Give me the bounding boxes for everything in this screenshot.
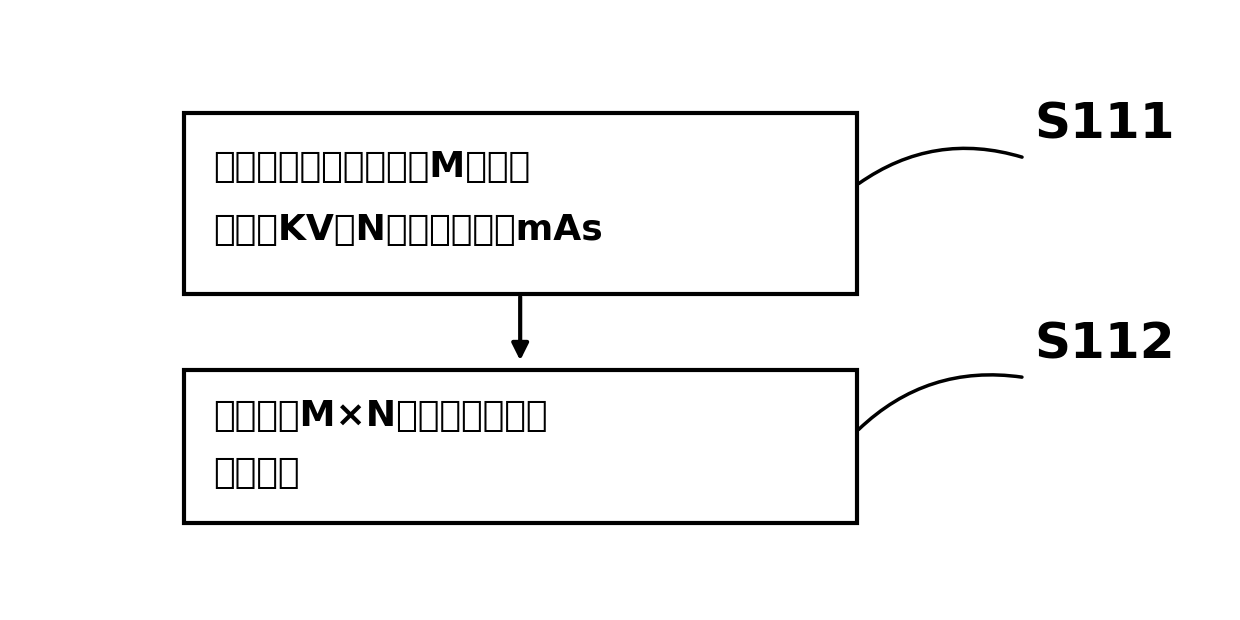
FancyBboxPatch shape [184,370,857,523]
Text: 电压值KV与N个电流时间积mAs: 电压值KV与N个电流时间积mAs [213,213,603,247]
Text: 分别获取M×N个曝光组合的入: 分别获取M×N个曝光组合的入 [213,399,547,433]
Text: S111: S111 [1034,100,1176,149]
Text: 射剂量值: 射剂量值 [213,456,299,490]
Text: 获取指定电压范围内的M个任意: 获取指定电压范围内的M个任意 [213,151,529,185]
FancyBboxPatch shape [184,113,857,294]
Text: S112: S112 [1034,320,1176,368]
